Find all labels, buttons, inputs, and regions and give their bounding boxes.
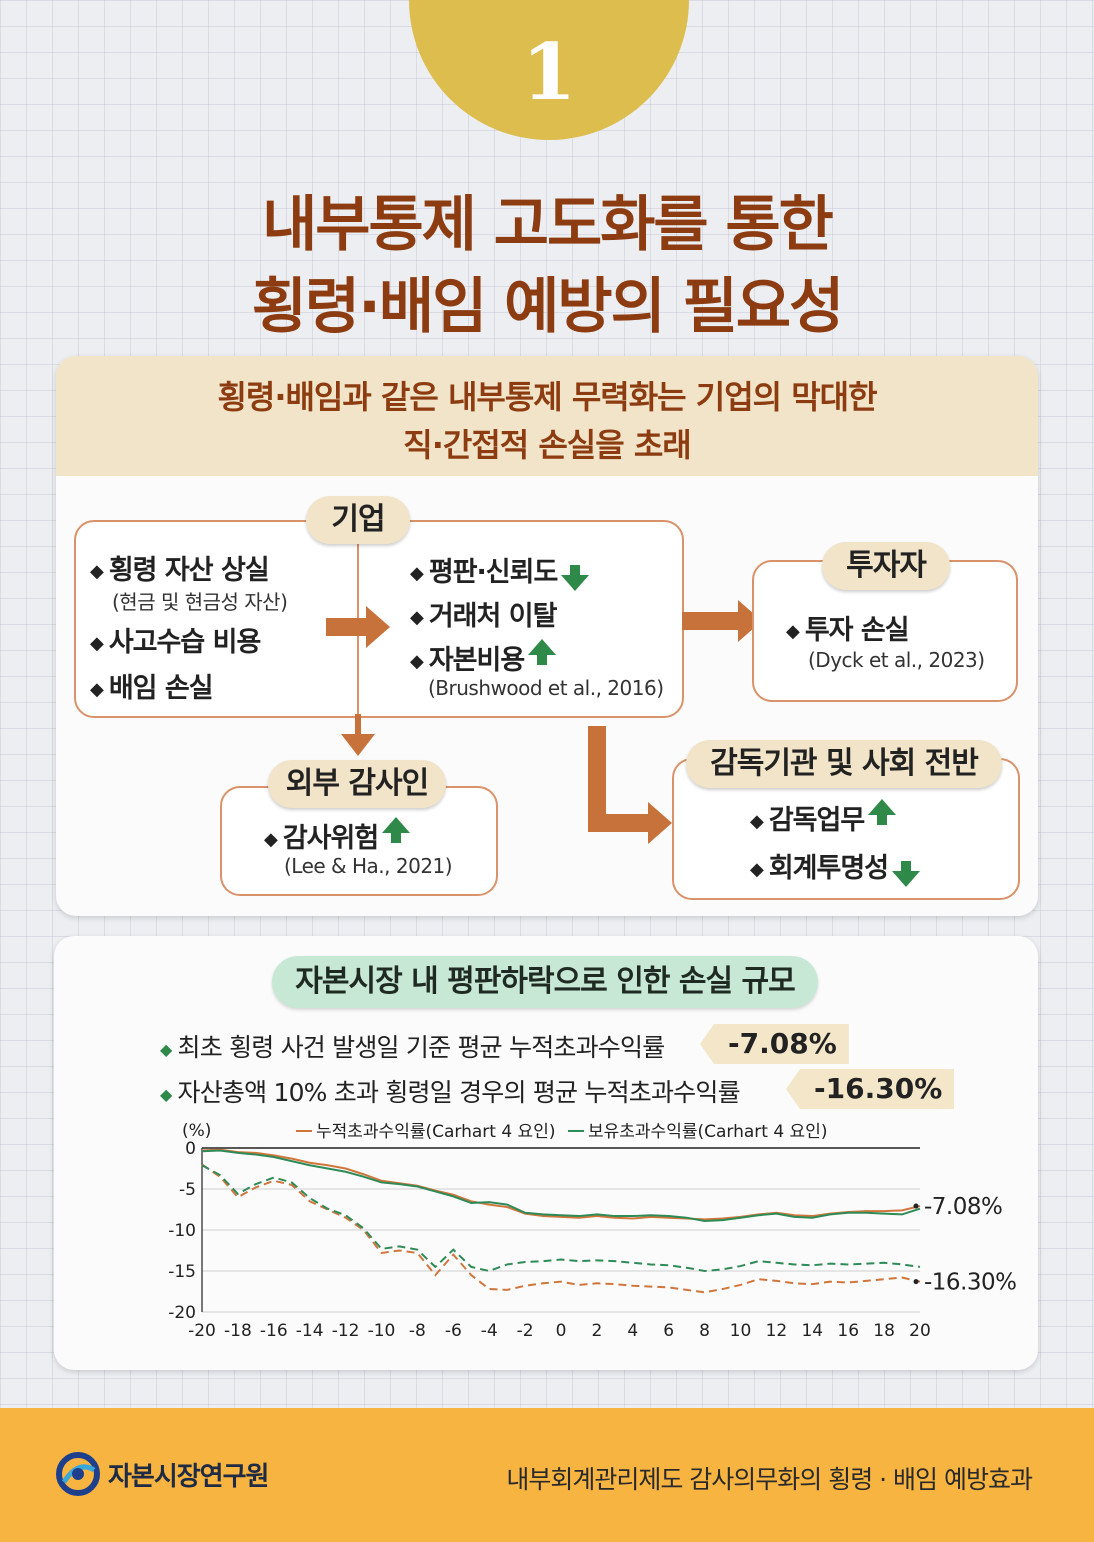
x-tick-label: -12 xyxy=(332,1321,360,1341)
right-arrow-icon xyxy=(588,802,672,844)
series-line-3 xyxy=(201,1164,921,1273)
number-badge: 1 xyxy=(409,0,689,140)
report-title: 내부회계관리제도 감사의무화의 횡령 · 배임 예방효과 xyxy=(506,1465,1033,1494)
org-name: 자본시장연구원 xyxy=(108,1462,269,1492)
x-tick-label: 18 xyxy=(873,1321,895,1341)
stat-large-embezzlement: ◆ 자산총액 10% 초과 횡령일 경우의 평균 누적초과수익률 xyxy=(160,1078,741,1107)
y-axis-label: (%) xyxy=(182,1121,211,1141)
company-citation: (Brushwood et al., 2016) xyxy=(428,676,664,700)
stat2-value-tag: -16.30% xyxy=(786,1069,955,1109)
x-tick-label: -8 xyxy=(409,1321,426,1341)
x-tick-label: -2 xyxy=(517,1321,534,1341)
series-line-1 xyxy=(201,1149,921,1222)
loss-diagram-panel: 횡령·배임과 같은 내부통제 무력화는 기업의 막대한 직·간접적 손실을 초래… xyxy=(56,356,1038,916)
x-tick-label: 12 xyxy=(766,1321,788,1341)
series-line-0 xyxy=(201,1148,921,1221)
arrow-down-icon xyxy=(892,861,921,887)
x-tick-label: -10 xyxy=(368,1321,396,1341)
company-item-capital-cost: ◆ 자본비용 xyxy=(410,638,557,677)
company-item-breach-loss: ◆ 배임 손실 xyxy=(90,673,214,704)
investor-citation: (Dyck et al., 2023) xyxy=(808,648,985,672)
x-tick-label: -18 xyxy=(224,1321,252,1341)
x-tick-label: 8 xyxy=(699,1321,710,1341)
company-item-partner-loss: ◆ 거래처 이탈 xyxy=(410,601,557,632)
x-tick-label: -16 xyxy=(260,1321,288,1341)
regulator-item-transparency: ◆ 회계투명성 xyxy=(750,846,921,887)
company-item-accident-cost: ◆ 사고수습 비용 xyxy=(90,627,261,658)
legend-entry: 보유초과수익률(Carhart 4 요인) xyxy=(588,1122,827,1142)
end-point-marker xyxy=(913,1279,919,1285)
y-tick-label: -20 xyxy=(168,1303,196,1323)
x-tick-label: 14 xyxy=(801,1321,823,1341)
right-arrow-icon xyxy=(326,606,390,648)
auditor-label: 외부 감사인 xyxy=(268,760,446,808)
x-tick-label: 10 xyxy=(730,1321,752,1341)
x-tick-label: -20 xyxy=(188,1321,216,1341)
x-tick-label: 16 xyxy=(837,1321,859,1341)
panel-header-line1: 횡령·배임과 같은 내부통제 무력화는 기업의 막대한 xyxy=(217,378,877,416)
stat-first-embezzlement: ◆ 최초 횡령 사건 발생일 기준 평균 누적초과수익률 xyxy=(160,1033,665,1062)
y-tick-label: -10 xyxy=(168,1221,196,1241)
y-tick-label: -15 xyxy=(168,1262,196,1282)
end-point-marker xyxy=(913,1203,919,1209)
end-value-label: -7.08% xyxy=(924,1194,1002,1220)
arrow-up-icon xyxy=(382,817,411,843)
regulator-item-supervision: ◆ 감독업무 xyxy=(750,798,897,837)
down-arrow-icon xyxy=(341,714,375,756)
kcmi-logo-icon xyxy=(56,1452,100,1496)
auditor-citation: (Lee & Ha., 2021) xyxy=(284,854,453,878)
badge-number: 1 xyxy=(521,27,577,118)
page-title-line2: 횡령·배임 예방의 필요성 xyxy=(251,272,845,342)
investor-item: ◆ 투자 손실 xyxy=(786,615,910,646)
company-label: 기업 xyxy=(306,496,410,544)
x-tick-label: -4 xyxy=(481,1321,498,1341)
panel-header-line2: 직·간접적 손실을 초래 xyxy=(403,426,691,464)
market-loss-panel xyxy=(54,936,1038,1370)
series-line-2 xyxy=(201,1163,921,1294)
panel-header: 횡령·배임과 같은 내부통제 무력화는 기업의 막대한 직·간접적 손실을 초래 xyxy=(56,356,1038,476)
arrow-up-icon xyxy=(528,639,557,665)
x-tick-label: 20 xyxy=(909,1321,931,1341)
company-item-sub: (현금 및 현금성 자산) xyxy=(112,590,288,614)
x-tick-label: -6 xyxy=(445,1321,462,1341)
regulator-label: 감독기관 및 사회 전반 xyxy=(686,740,1002,788)
company-item-embezzlement: ◆ 횡령 자산 상실 xyxy=(90,555,270,586)
auditor-item: ◆ 감사위험 xyxy=(264,816,411,855)
x-tick-label: 6 xyxy=(663,1321,674,1341)
x-tick-label: 4 xyxy=(627,1321,638,1341)
end-value-label: -16.30% xyxy=(924,1270,1017,1296)
page-title-line1: 내부통제 고도화를 통한 xyxy=(262,190,834,260)
company-item-reputation: ◆ 평판·신뢰도 xyxy=(410,550,590,591)
arrow-up-icon xyxy=(868,799,897,825)
investor-label: 투자자 xyxy=(822,542,950,590)
x-tick-label: -14 xyxy=(296,1321,324,1341)
legend-entry: 누적초과수익률(Carhart 4 요인) xyxy=(316,1122,555,1142)
x-tick-label: 2 xyxy=(591,1321,602,1341)
market-loss-title: 자본시장 내 평판하락으로 인한 손실 규모 xyxy=(272,956,818,1008)
y-tick-label: -5 xyxy=(179,1180,196,1200)
y-tick-label: 0 xyxy=(185,1139,196,1159)
car-line-chart: (%)0-5-10-15-20-20 -18 -16 -14 -12 -10 -8 -6 -4-… xyxy=(168,1121,1017,1341)
right-arrow-icon xyxy=(682,600,762,642)
stat1-value-tag: -7.08% xyxy=(700,1024,849,1064)
footer-bar: 자본시장연구원 내부회계관리제도 감사의무화의 횡령 · 배임 예방효과 xyxy=(0,1408,1094,1542)
elbow-arrow-vertical xyxy=(588,726,606,832)
x-tick-label: 0 xyxy=(556,1321,567,1341)
arrow-down-icon xyxy=(561,565,590,591)
